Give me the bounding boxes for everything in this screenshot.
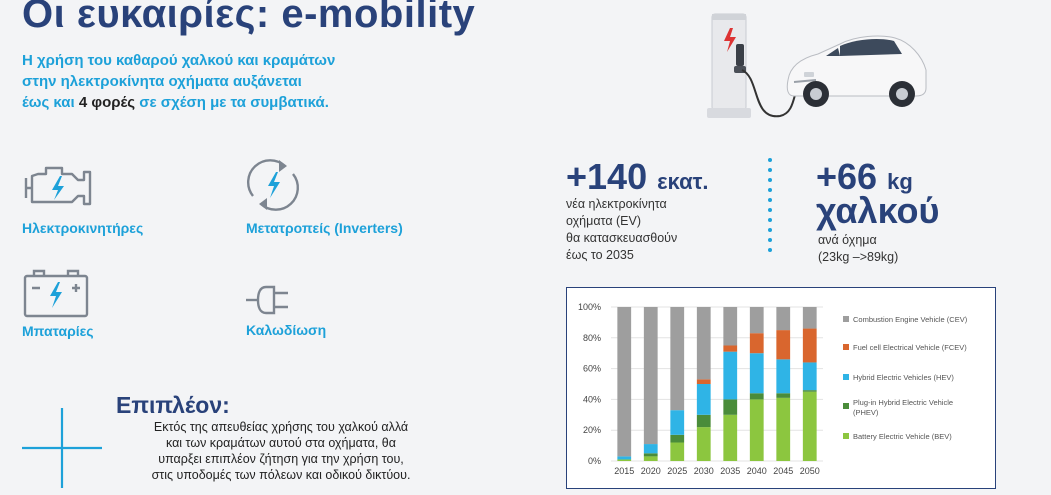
x-tick-label: 2020 — [641, 466, 661, 476]
bar-segment — [723, 307, 738, 346]
bar-segment — [802, 362, 817, 391]
bar-segment — [723, 399, 738, 415]
bar-segment — [776, 397, 791, 461]
legend-swatch — [843, 433, 849, 439]
copper-stat-number: +66 kg — [816, 156, 913, 197]
intro-line-2: στην ηλεκτροκίνητα οχήματα αυξάνεται — [22, 73, 302, 90]
bar-segment — [643, 307, 658, 445]
bar-segment — [802, 328, 817, 363]
application-label-wiring: Καλωδίωση — [246, 322, 327, 338]
ev-stat-line-4: έως το 2035 — [566, 248, 634, 262]
x-tick-label: 2040 — [747, 466, 767, 476]
x-tick-label: 2015 — [614, 466, 634, 476]
copper-stat-word: χαλκού — [816, 190, 940, 231]
engine-icon — [22, 164, 94, 210]
copper-stat-line-1: ανά όχημα — [818, 233, 877, 247]
bar-segment — [696, 379, 711, 384]
ev-stat-unit: εκατ. — [657, 169, 709, 194]
application-label-inverters: Μετατροπείς (Inverters) — [246, 220, 403, 236]
y-tick-label: 80% — [583, 333, 601, 343]
bar-segment — [802, 391, 817, 461]
bar-segment — [617, 459, 632, 461]
bar-segment — [670, 442, 685, 461]
copper-stat-description: ανά όχημα (23kg –>89kg) — [818, 232, 898, 266]
copper-stat-line-2: (23kg –>89kg) — [818, 250, 899, 264]
intro-emphasis: 4 φορές — [78, 94, 136, 111]
x-tick-label: 2045 — [773, 466, 793, 476]
bar-segment — [670, 434, 685, 443]
ev-charging-illustration — [707, 13, 927, 118]
legend-label: Battery Electric Vehicle (BEV) — [853, 432, 952, 441]
legend-label: Plug-in Hybrid Electric Vehicle (PHEV) — [853, 398, 953, 417]
ev-stat-line-2: οχήματα (EV) — [566, 214, 642, 228]
legend-swatch — [843, 374, 849, 380]
legend-swatch — [843, 344, 849, 350]
stat-divider — [768, 158, 772, 258]
bar-segment — [723, 351, 738, 400]
ev-stat-line-1: νέα ηλεκτροκίνητα — [566, 197, 667, 211]
bar-segment — [617, 307, 632, 457]
bar-segment — [723, 345, 738, 352]
x-tick-label: 2025 — [667, 466, 687, 476]
intro-line-1: Η χρήση του καθαρού χαλκού και κραμάτων — [22, 52, 336, 69]
x-tick-label: 2035 — [720, 466, 740, 476]
extra-line-1: Εκτός της απευθείας χρήσης του χαλκού αλ… — [153, 420, 409, 434]
application-label-motors: Ηλεκτροκινητήρες — [22, 220, 144, 236]
bar-segment — [643, 444, 658, 454]
ev-stat-line-3: θα κατασκευασθούν — [566, 231, 678, 245]
y-tick-label: 20% — [583, 425, 601, 435]
bar-segment — [802, 390, 817, 392]
legend-swatch — [843, 403, 849, 409]
bar-segment — [776, 307, 791, 331]
bar-segment — [776, 359, 791, 394]
y-tick-label: 40% — [583, 394, 601, 404]
bar-segment — [749, 399, 764, 461]
y-tick-label: 100% — [578, 302, 601, 312]
legend-label: Combustion Engine Vehicle (CEV) — [853, 315, 968, 324]
bar-segment — [776, 393, 791, 398]
extra-title: Επιπλέον: — [116, 392, 230, 418]
intro-text: Η χρήση του καθαρού χαλκού και κραμάτων … — [22, 50, 442, 113]
plug-icon — [244, 284, 304, 316]
vehicle-mix-chart-svg: 0% 20% 40% 60% 80% 100% 2015 2020 2025 2030 2035 20… — [578, 302, 968, 476]
bar-segment — [749, 353, 764, 394]
bar-segment — [617, 456, 632, 460]
ev-stat-number: +140 εκατ. — [566, 156, 709, 197]
legend-label: Fuel cell Electrical Vehicle (FCEV) — [853, 343, 967, 352]
copper-stat-unit: kg — [887, 169, 913, 194]
bar-segment — [696, 427, 711, 461]
bar-segment — [643, 453, 658, 457]
x-tick-label: 2050 — [800, 466, 820, 476]
extra-line-2: και των κραμάτων αυτού στα οχήματα, θα — [165, 436, 396, 450]
legend-swatch — [843, 316, 849, 322]
extra-line-3: υπαρξει επιπλέον ζήτηση για την χρήση το… — [158, 452, 404, 466]
bar-segment — [749, 333, 764, 354]
page-title: Οι ευκαιρίες: e-mobility — [22, 0, 476, 36]
bar-segment — [723, 414, 738, 461]
application-label-batteries: Μπαταρίες — [22, 323, 94, 339]
legend-label: Hybrid Electric Vehicles (HEV) — [853, 373, 954, 382]
bar-segment — [749, 307, 764, 334]
bar-segment — [643, 456, 658, 461]
y-tick-label: 60% — [583, 364, 601, 374]
vehicle-mix-chart: 0% 20% 40% 60% 80% 100% 2015 2020 2025 2030 2035 20… — [566, 287, 996, 489]
extra-line-4: στις υποδομές των πόλεων και οδικού δικτ… — [151, 468, 411, 482]
battery-icon — [22, 268, 90, 318]
bar-segment — [802, 307, 817, 329]
plus-icon — [22, 408, 102, 488]
y-tick-label: 0% — [588, 456, 601, 466]
x-tick-label: 2030 — [694, 466, 714, 476]
bar-segment — [670, 307, 685, 411]
intro-line-3: έως και 4 φορές σε σχέση με τα συμβατικά… — [22, 94, 329, 111]
bar-segment — [696, 414, 711, 428]
bar-segment — [749, 393, 764, 400]
bar-segment — [696, 384, 711, 415]
bar-segment — [670, 410, 685, 435]
ev-stat-description: νέα ηλεκτροκίνητα οχήματα (EV) θα κατασκ… — [566, 196, 677, 264]
bar-segment — [696, 307, 711, 380]
inverter-icon — [243, 156, 303, 214]
extra-text: Εκτός της απευθείας χρήσης του χαλκού αλ… — [116, 419, 446, 483]
bar-segment — [776, 330, 791, 360]
